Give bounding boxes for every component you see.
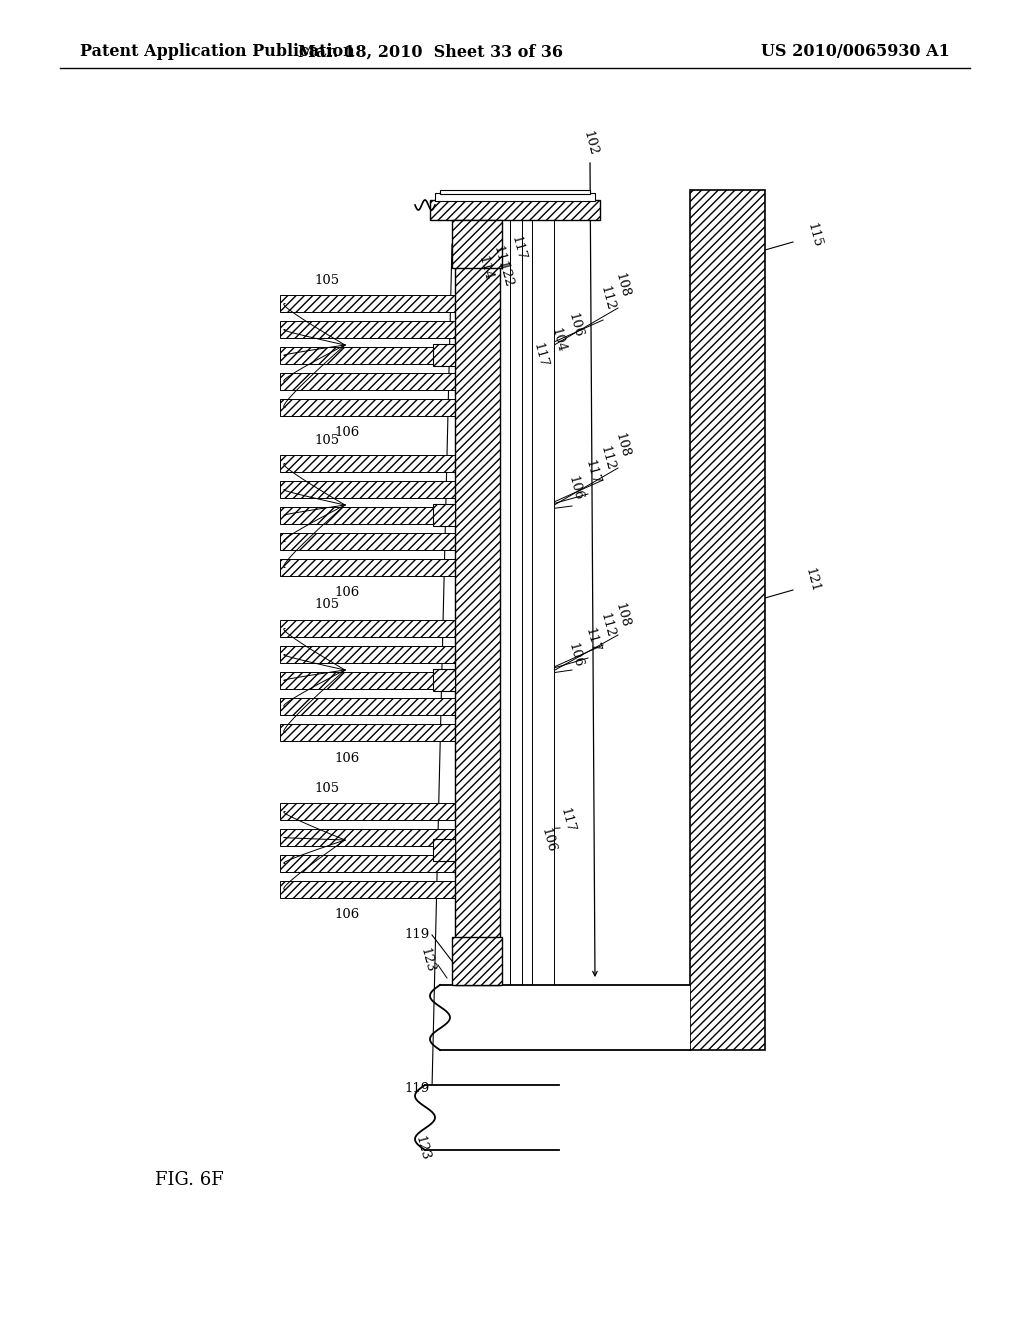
Bar bbox=[280, 533, 455, 550]
Bar bbox=[280, 723, 455, 741]
Text: 106: 106 bbox=[335, 586, 360, 599]
Text: 106: 106 bbox=[565, 642, 585, 669]
Text: 117: 117 bbox=[583, 626, 601, 653]
Text: 106: 106 bbox=[335, 426, 360, 440]
Text: 123: 123 bbox=[418, 946, 437, 974]
Bar bbox=[280, 829, 455, 846]
Text: 117: 117 bbox=[509, 234, 527, 261]
Bar bbox=[280, 558, 455, 576]
Text: 106: 106 bbox=[335, 908, 360, 921]
Text: 105: 105 bbox=[314, 433, 340, 446]
Bar bbox=[433, 504, 455, 525]
Text: 117: 117 bbox=[557, 807, 577, 834]
Bar bbox=[440, 190, 590, 194]
Bar bbox=[280, 803, 455, 820]
Bar bbox=[280, 374, 455, 389]
Text: 112: 112 bbox=[597, 445, 616, 471]
Bar bbox=[435, 193, 595, 201]
Text: 105: 105 bbox=[314, 273, 340, 286]
Text: 117: 117 bbox=[530, 341, 550, 368]
Bar bbox=[455, 220, 500, 985]
Text: US 2010/0065930 A1: US 2010/0065930 A1 bbox=[761, 44, 950, 61]
Bar bbox=[280, 855, 455, 873]
Bar bbox=[280, 321, 455, 338]
Text: 104: 104 bbox=[549, 326, 567, 354]
Bar bbox=[280, 507, 455, 524]
Text: 112: 112 bbox=[597, 284, 616, 312]
Bar bbox=[433, 345, 455, 366]
Bar bbox=[280, 620, 455, 638]
Bar bbox=[532, 220, 554, 985]
Bar bbox=[430, 201, 600, 220]
Text: 114: 114 bbox=[475, 255, 495, 281]
Bar bbox=[440, 985, 690, 1049]
Bar bbox=[433, 669, 455, 690]
Bar bbox=[500, 220, 510, 985]
Bar bbox=[452, 220, 502, 268]
Bar bbox=[280, 347, 455, 364]
Text: 108: 108 bbox=[612, 271, 632, 298]
Bar bbox=[510, 220, 522, 985]
Text: 105: 105 bbox=[314, 598, 340, 611]
Bar bbox=[522, 220, 532, 985]
Text: 117: 117 bbox=[583, 458, 601, 486]
Text: 106: 106 bbox=[335, 751, 360, 764]
Text: 119: 119 bbox=[404, 928, 430, 941]
Bar bbox=[280, 399, 455, 416]
Text: 121: 121 bbox=[803, 566, 822, 594]
Text: 112: 112 bbox=[597, 611, 616, 639]
Bar bbox=[280, 455, 455, 473]
Text: 111: 111 bbox=[490, 244, 510, 272]
Text: 108: 108 bbox=[612, 601, 632, 628]
Bar bbox=[280, 480, 455, 498]
Text: 115: 115 bbox=[805, 222, 824, 248]
Text: 102: 102 bbox=[581, 129, 599, 157]
Bar bbox=[280, 294, 455, 312]
Text: 105: 105 bbox=[314, 781, 340, 795]
Bar bbox=[280, 880, 455, 898]
Text: 123: 123 bbox=[413, 1134, 432, 1162]
Text: Mar. 18, 2010  Sheet 33 of 36: Mar. 18, 2010 Sheet 33 of 36 bbox=[298, 44, 562, 61]
Bar bbox=[280, 672, 455, 689]
Text: 122: 122 bbox=[496, 261, 514, 289]
Text: 106: 106 bbox=[565, 474, 585, 502]
Bar bbox=[452, 937, 502, 985]
Bar bbox=[280, 645, 455, 663]
Text: FIG. 6F: FIG. 6F bbox=[155, 1171, 224, 1189]
Bar bbox=[690, 190, 765, 1049]
Text: 108: 108 bbox=[612, 432, 632, 459]
Text: Patent Application Publication: Patent Application Publication bbox=[80, 44, 354, 61]
Text: 119: 119 bbox=[404, 1081, 430, 1094]
Bar bbox=[280, 698, 455, 715]
Text: 106: 106 bbox=[539, 826, 557, 854]
Text: 106: 106 bbox=[565, 312, 585, 339]
Bar bbox=[425, 1085, 559, 1150]
Bar bbox=[433, 840, 455, 861]
